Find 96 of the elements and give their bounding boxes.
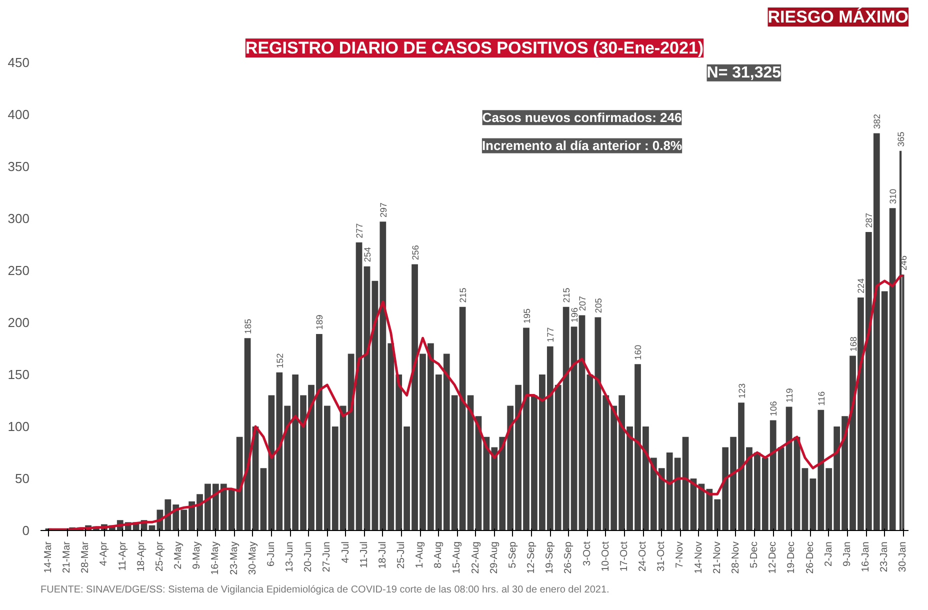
y-tick-label: 150: [8, 367, 30, 382]
x-tick-label: 27-Jun: [322, 542, 333, 572]
data-label: 256: [410, 245, 420, 260]
data-label: 224: [856, 278, 866, 294]
data-label: 160: [633, 344, 644, 360]
y-tick-label: 450: [8, 55, 30, 70]
data-label: 168: [848, 336, 858, 352]
x-tick-label: 29-Aug: [488, 541, 500, 574]
annotation: Casos nuevos confirmados: 246: [482, 110, 682, 126]
x-tick-label: 9-May: [192, 541, 203, 570]
x-tick-label: 28-Nov: [730, 541, 742, 574]
data-label: 152: [274, 353, 285, 368]
x-tick-label: 21-Nov: [712, 541, 723, 574]
x-tick-label: 21-Mar: [62, 540, 73, 574]
data-label: 254: [362, 247, 372, 262]
line-series: [47, 274, 904, 530]
x-tick-label: 9-Jan: [842, 542, 853, 567]
x-tick-label: 2-Jan: [823, 542, 834, 567]
x-tick-label: 11-Jul: [358, 541, 370, 568]
x-tick-label: 24-Oct: [638, 541, 649, 572]
x-tick-label: 28-Mar: [80, 540, 92, 574]
x-tick-label: 14-Nov: [693, 541, 704, 574]
y-tick-label: 100: [8, 419, 30, 434]
x-tick-label: 19-Dec: [786, 541, 798, 574]
x-tick-label: 10-Oct: [600, 541, 612, 572]
x-tick-label: 4-Apr: [98, 540, 110, 566]
y-tick-label: 300: [8, 211, 30, 226]
x-tick-label: 2-May: [173, 541, 184, 570]
x-tick-label: 3-Oct: [582, 541, 593, 566]
data-label: 177: [546, 327, 556, 342]
x-tick-label: 6-Jun: [266, 542, 277, 567]
data-label: 195: [522, 308, 532, 324]
y-tick-label: 50: [15, 471, 30, 486]
bar: [364, 266, 370, 530]
x-tick-label: 23-May: [228, 541, 240, 575]
x-tick-label: 25-Jul: [396, 541, 408, 569]
x-tick-label: 8-Aug: [433, 541, 444, 568]
bar: [682, 436, 689, 530]
x-tick-label: 16-May: [210, 541, 222, 575]
x-tick-label: 30-May: [247, 541, 258, 575]
data-label: 185: [243, 318, 254, 334]
x-tick-label: 4-Jul: [340, 541, 352, 564]
x-tick-label: 14-Mar: [42, 540, 54, 574]
data-label: 310: [888, 188, 898, 204]
bar: [578, 315, 586, 530]
y-tick-label: 250: [8, 263, 30, 278]
x-tick-label: 17-Oct: [618, 541, 630, 572]
x-tick-label: 30-Jan: [898, 542, 909, 572]
data-label: 205: [593, 298, 604, 314]
y-tick-label: 0: [22, 523, 30, 538]
data-label: 365: [896, 132, 906, 147]
x-tick-label: 1-Aug: [414, 541, 426, 568]
x-tick-label: 22-Aug: [470, 541, 482, 574]
x-tick-label: 5-Sep: [507, 541, 518, 568]
x-tick-label: 15-Aug: [452, 541, 463, 574]
x-tick-label: 25-Apr: [154, 540, 166, 572]
y-tick-label: 200: [8, 315, 30, 330]
annotation: Incremento al día anterior : 0.8%: [482, 138, 683, 154]
data-label: 207: [578, 296, 588, 312]
y-tick-label: 350: [8, 159, 30, 174]
data-label: 215: [458, 288, 468, 303]
x-tick-label: 18-Jul: [377, 541, 388, 569]
data-label: 123: [736, 383, 747, 398]
bar: [260, 468, 267, 530]
x-tick-label: 7-Nov: [674, 541, 686, 568]
x-tick-label: 12-Dec: [768, 541, 779, 574]
data-label: 189: [314, 314, 325, 330]
source-note: FUENTE: SINAVE/DGE/SS: Sistema de Vigilancia Epidemiológica de COVID-19 corte de las 08:00 hrs. al 30 de enero del 2021.: [40, 584, 610, 596]
data-label: 196: [570, 307, 580, 322]
x-tick-label: 31-Oct: [656, 541, 668, 572]
x-tick-label: 11-Apr: [117, 540, 128, 571]
data-label: 277: [354, 223, 365, 238]
x-tick-label: 18-Apr: [136, 540, 147, 572]
x-tick-label: 23-Jan: [879, 542, 890, 572]
data-label: 215: [562, 288, 572, 303]
data-label: 246: [898, 255, 909, 270]
data-label: 287: [864, 212, 874, 228]
data-label: 297: [378, 202, 388, 218]
x-tick-label: 26-Dec: [804, 541, 816, 574]
chart-title: REGISTRO DIARIO DE CASOS POSITIVOS (30-Ene-2021): [245, 38, 704, 58]
x-tick-label: 13-Jun: [284, 542, 296, 572]
annotation: N= 31,325: [706, 64, 782, 82]
data-label: 116: [816, 391, 826, 406]
bar: [467, 395, 474, 530]
x-tick-label: 16-Jan: [860, 542, 872, 572]
y-tick-label: 400: [8, 107, 30, 122]
data-label: 119: [784, 388, 795, 403]
bar: [802, 468, 808, 530]
x-tick-label: 26-Sep: [563, 541, 574, 574]
text: RIESGO MÁXIMO: [768, 6, 909, 26]
data-label: 382: [872, 114, 882, 130]
x-tick-label: 20-Jun: [303, 542, 314, 572]
x-tick-label: 5-Dec: [749, 541, 760, 568]
data-label: 106: [768, 401, 779, 416]
x-tick-label: 19-Sep: [544, 541, 556, 574]
x-tick-label: 12-Sep: [526, 541, 538, 574]
